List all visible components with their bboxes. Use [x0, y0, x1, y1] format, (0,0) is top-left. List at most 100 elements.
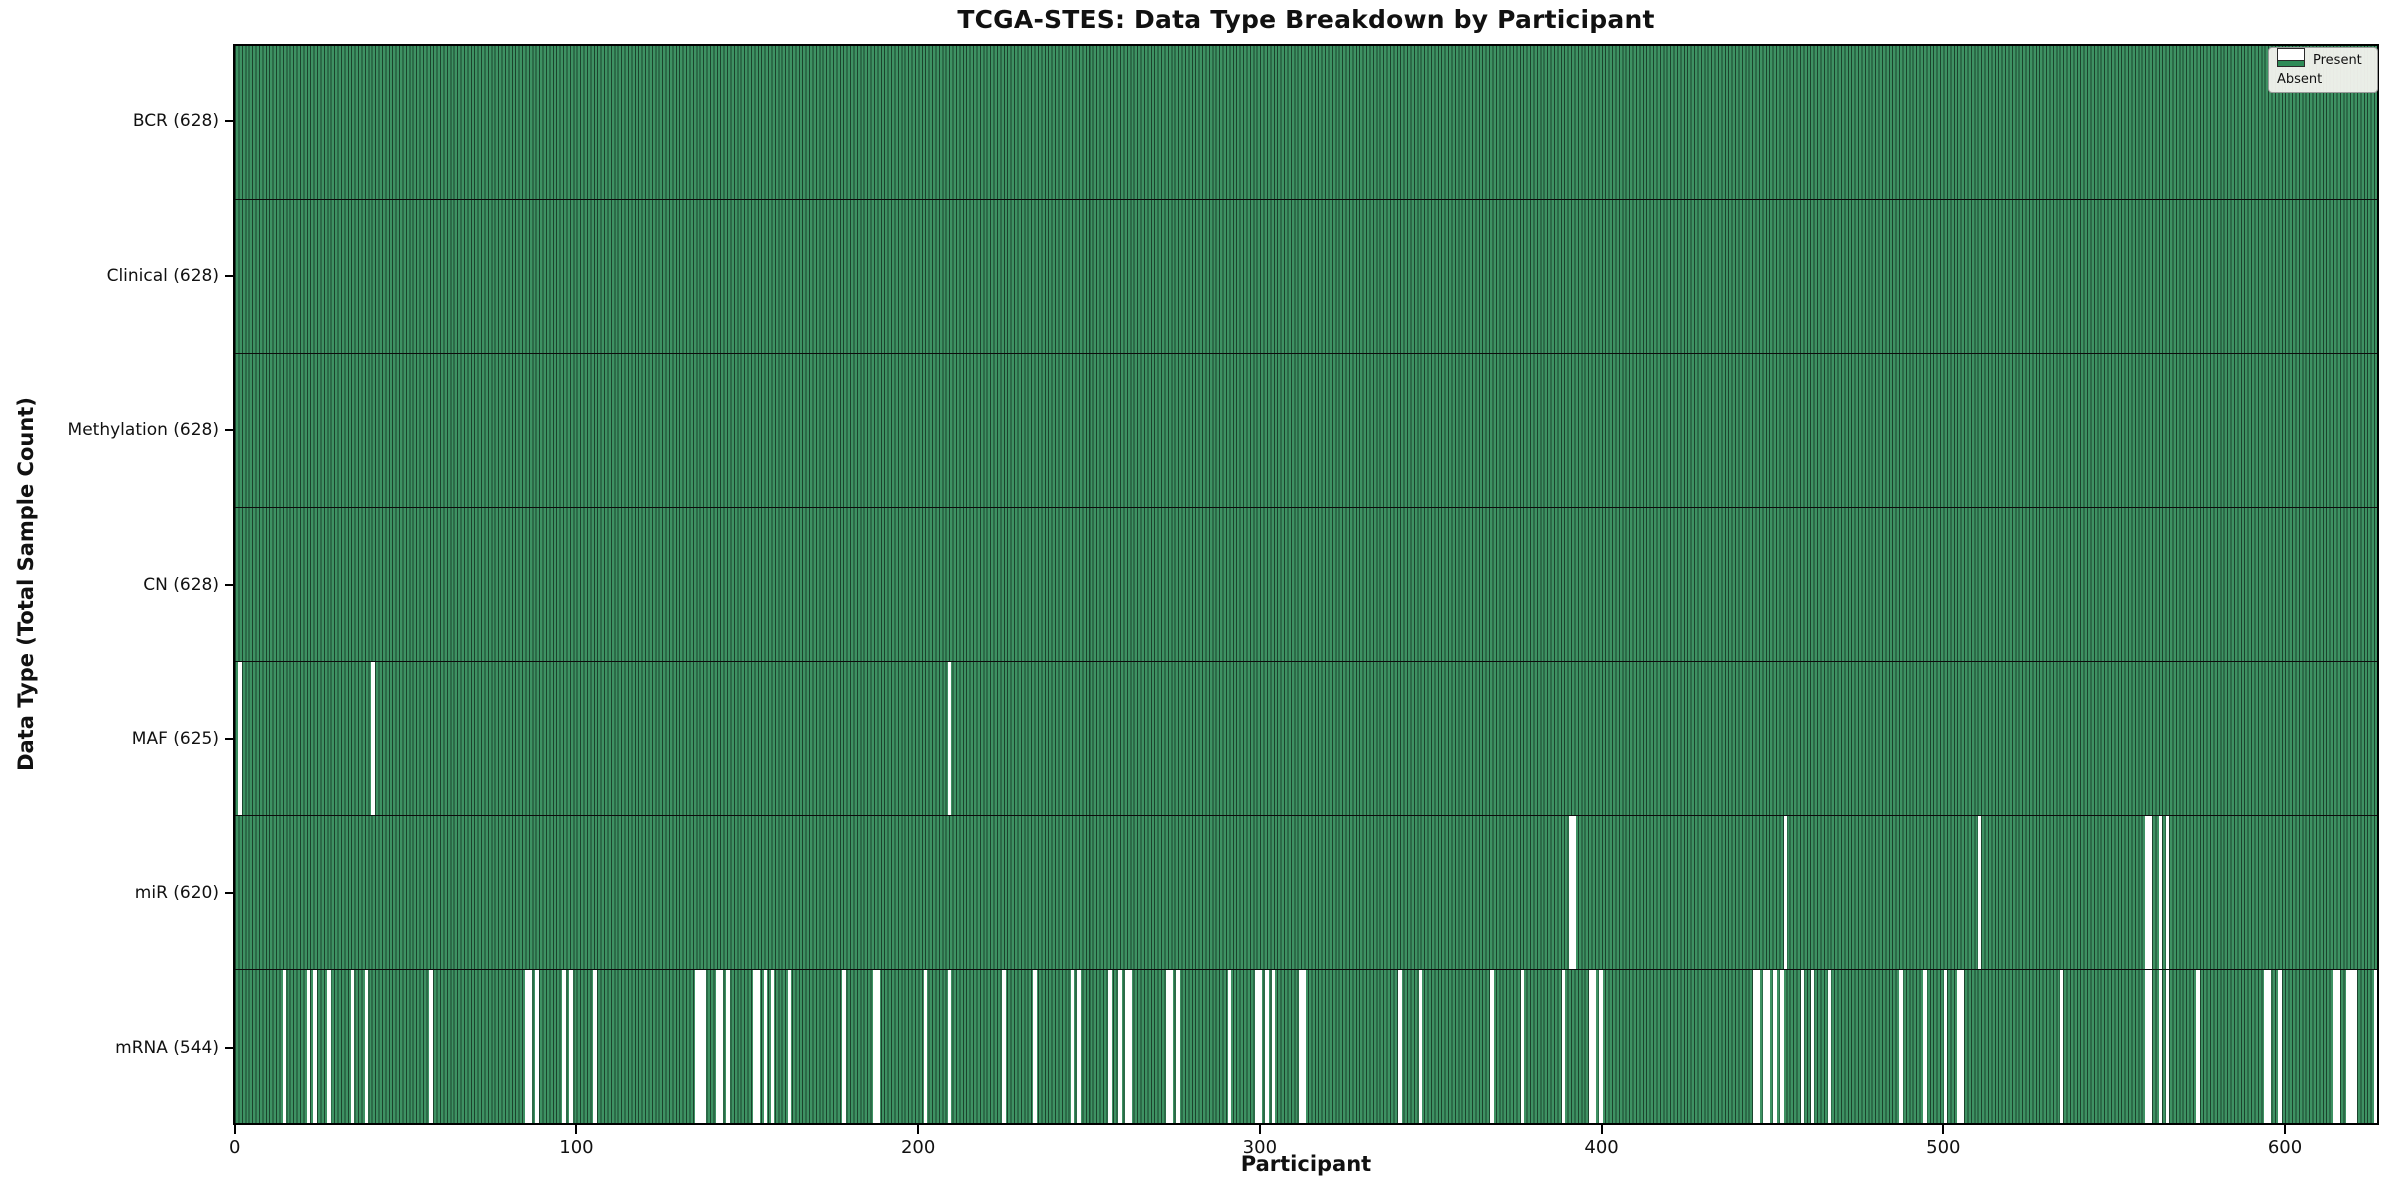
absent-mark [1957, 970, 1961, 1123]
absent-mark [2158, 970, 2163, 1123]
absent-mark [1561, 970, 1566, 1123]
x-axis-label: Participant [1240, 1152, 1372, 1176]
absent-mark [1002, 970, 1006, 1123]
x-tick-label: 0 [228, 1137, 241, 1158]
absent-mark [2332, 970, 2337, 1123]
legend: Present Absent [2268, 47, 2378, 93]
absent-mark [2278, 970, 2282, 1123]
absent-mark [371, 662, 375, 815]
y-tick-label: mRNA (544) [115, 1037, 219, 1058]
absent-mark [2165, 816, 2169, 969]
absent-mark [364, 970, 369, 1123]
legend-item-absent: Absent [2277, 48, 2369, 87]
absent-mark [770, 970, 774, 1123]
row-cn [235, 507, 2377, 661]
absent-mark [1299, 970, 1303, 1123]
absent-mark [1227, 970, 1232, 1123]
absent-mark [702, 970, 706, 1123]
absent-mark [535, 970, 539, 1123]
absent-mark [1960, 970, 1965, 1123]
absent-mark [2145, 816, 2149, 969]
y-tick-label: miR (620) [134, 883, 219, 904]
x-tick-label: 200 [900, 1137, 936, 1158]
absent-mark [715, 970, 720, 1123]
absent-mark [1166, 970, 1170, 1123]
absent-mark [327, 970, 331, 1123]
absent-mark [2158, 816, 2163, 969]
absent-mark [1258, 970, 1262, 1123]
absent-mark [1766, 970, 1770, 1123]
chart-title: TCGA-STES: Data Type Breakdown by Partic… [957, 5, 1655, 34]
absent-mark [1302, 970, 1307, 1123]
x-axis-ticks: 0 100 200 300 400 500 600 [229, 1125, 2379, 1165]
absent-mark [1599, 970, 1603, 1123]
absent-mark [1827, 970, 1832, 1123]
x-tick-mark [917, 1125, 920, 1134]
absent-mark [282, 970, 287, 1123]
absent-mark [2267, 970, 2272, 1123]
y-tick-label: MAF (625) [131, 728, 219, 749]
row-bcr [235, 46, 2377, 199]
absent-mark [872, 970, 877, 1123]
absent-mark [2059, 970, 2064, 1123]
absent-mark [238, 662, 242, 815]
absent-mark [429, 970, 433, 1123]
x-tick-label: 400 [1584, 1137, 1619, 1158]
absent-mark [1520, 970, 1525, 1123]
absent-mark [1169, 970, 1174, 1123]
y-axis-ticks: BCR (628) Clinical (628) Methylation (628)… [0, 44, 233, 1125]
y-tick-mark [225, 892, 233, 895]
x-tick-mark [1258, 1125, 1261, 1134]
absent-mark [1176, 970, 1180, 1123]
absent-mark [2373, 970, 2378, 1123]
absent-swatch-icon [2277, 48, 2305, 61]
absent-mark [726, 970, 730, 1123]
absent-mark [350, 970, 355, 1123]
absent-mark [1752, 970, 1757, 1123]
x-tick-mark [1942, 1125, 1945, 1134]
absent-mark [719, 970, 723, 1123]
y-tick-label: CN (628) [143, 574, 219, 595]
absent-mark [763, 970, 768, 1123]
absent-mark [1783, 816, 1787, 969]
absent-mark [1490, 970, 1494, 1123]
x-tick-label: 500 [1926, 1137, 1961, 1158]
absent-mark [947, 970, 952, 1123]
absent-mark [1763, 970, 1767, 1123]
absent-mark [947, 662, 952, 815]
x-tick-mark [575, 1125, 578, 1134]
row-methylation [235, 353, 2377, 507]
absent-mark [1271, 970, 1276, 1123]
absent-mark [842, 970, 846, 1123]
absent-mark [1572, 816, 1576, 969]
absent-mark [756, 970, 761, 1123]
absent-mark [1077, 970, 1081, 1123]
absent-mark [593, 970, 597, 1123]
absent-mark [1108, 970, 1112, 1123]
absent-mark [1418, 970, 1423, 1123]
absent-mark [876, 970, 880, 1123]
absent-mark [2148, 970, 2152, 1123]
absent-mark [2264, 970, 2268, 1123]
absent-mark [524, 970, 529, 1123]
absent-mark [306, 970, 311, 1123]
x-tick-mark [1600, 1125, 1603, 1134]
legend-present-label: Present [2313, 53, 2362, 68]
absent-mark [2349, 970, 2354, 1123]
absent-mark [313, 970, 317, 1123]
absent-mark [1125, 970, 1129, 1123]
x-tick-mark [2284, 1125, 2287, 1134]
absent-mark [2148, 816, 2152, 969]
absent-mark [1265, 970, 1269, 1123]
absent-mark [2145, 970, 2149, 1123]
x-tick-label: 600 [2267, 1137, 2303, 1158]
x-tick-label: 100 [559, 1137, 594, 1158]
y-tick-mark [225, 737, 233, 740]
absent-mark [787, 970, 792, 1123]
y-tick-label: Clinical (628) [106, 265, 219, 286]
absent-mark [1592, 970, 1596, 1123]
x-tick-label: 300 [1242, 1137, 1278, 1158]
absent-mark [528, 970, 532, 1123]
plot-area [233, 44, 2379, 1125]
